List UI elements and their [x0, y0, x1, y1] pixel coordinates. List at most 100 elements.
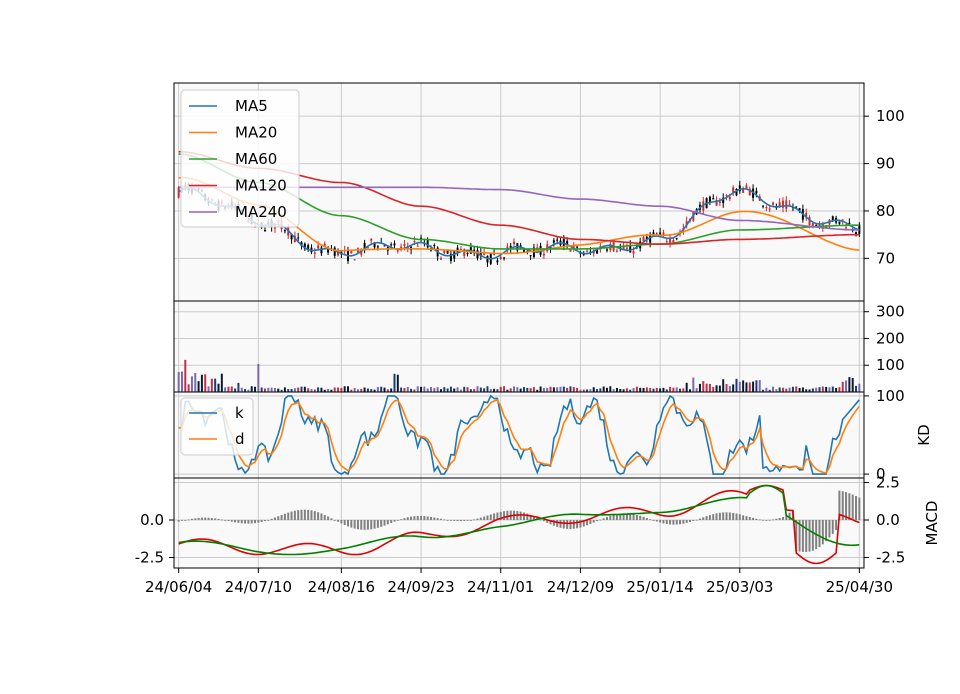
- macd-histogram-bar: [698, 518, 701, 520]
- candle-body: [805, 212, 808, 217]
- candle-body: [841, 219, 844, 221]
- volume-bar: [449, 386, 452, 392]
- candle-body: [765, 207, 768, 209]
- volume-bar: [459, 389, 462, 392]
- volume-bar: [496, 389, 499, 392]
- volume-bar: [310, 389, 313, 392]
- macd-histogram-bar: [831, 520, 834, 534]
- volume-bar: [602, 386, 605, 392]
- macd-histogram-bar: [566, 520, 569, 529]
- macd-histogram-bar: [795, 520, 798, 551]
- volume-bar: [825, 386, 828, 392]
- volume-bar: [376, 387, 379, 392]
- volume-bar: [798, 387, 801, 392]
- volume-bar: [562, 386, 565, 392]
- candle-body: [307, 245, 310, 249]
- macd-histogram-bar: [217, 518, 220, 520]
- macd-histogram-bar: [775, 518, 778, 520]
- macd-histogram-bar: [383, 520, 386, 526]
- macd-histogram-bar: [466, 520, 469, 521]
- macd-histogram-bar: [735, 513, 738, 520]
- macd-histogram-bar: [214, 518, 217, 520]
- candle-body: [576, 246, 579, 248]
- macd-histogram-bar: [353, 520, 356, 529]
- volume-bar: [808, 389, 811, 392]
- macd-histogram-bar: [197, 517, 200, 520]
- macd-histogram-bar: [453, 520, 456, 521]
- macd-histogram-bar: [337, 520, 340, 522]
- macd-histogram-bar: [456, 520, 459, 522]
- volume-bar: [605, 387, 608, 392]
- volume-bar: [420, 386, 423, 392]
- macd-histogram-bar: [801, 520, 804, 552]
- macd-histogram-bar: [562, 520, 565, 529]
- volume-bar: [715, 385, 718, 392]
- macd-histogram-bar: [542, 520, 545, 522]
- macd-histogram-bar: [609, 515, 612, 520]
- candle-body: [788, 204, 791, 206]
- candle-body: [496, 260, 499, 263]
- volume-ytick-label: 100: [876, 356, 905, 374]
- volume-bar: [413, 389, 416, 392]
- macd-histogram-bar: [313, 511, 316, 520]
- macd-histogram-bar: [526, 513, 529, 520]
- legend-label-ma20: MA20: [235, 124, 277, 142]
- volume-bar: [858, 383, 861, 392]
- volume-bar: [287, 389, 290, 392]
- macd-histogram-bar: [718, 512, 721, 520]
- volume-bar: [745, 382, 748, 392]
- volume-bar: [317, 387, 320, 392]
- volume-bar: [453, 388, 456, 392]
- candle-body: [848, 222, 851, 224]
- macd-histogram-bar: [596, 520, 599, 522]
- macd-histogram-bar: [625, 513, 628, 520]
- candle-body: [785, 200, 788, 209]
- macd-histogram-bar: [340, 520, 343, 524]
- candle-body: [549, 246, 552, 249]
- xtick-label: 24/11/01: [467, 578, 534, 596]
- candle-body: [629, 244, 632, 253]
- candle-body: [845, 227, 848, 229]
- candle-body: [393, 243, 396, 246]
- volume-bar: [373, 389, 376, 392]
- volume-bar: [214, 378, 217, 392]
- macd-histogram-bar: [765, 520, 768, 521]
- volume-bar: [313, 389, 316, 392]
- macd-histogram-bar: [589, 520, 592, 524]
- macd-histogram-bar: [257, 520, 260, 523]
- macd-histogram-bar: [479, 517, 482, 520]
- macd-ytick-label-left: 0.0: [140, 511, 164, 529]
- candle-body: [479, 251, 482, 257]
- legend-label-ma120: MA120: [235, 177, 287, 195]
- macd-ytick-label-left: -2.5: [135, 549, 164, 567]
- macd-histogram-bar: [805, 520, 808, 552]
- candle-body: [400, 246, 403, 249]
- macd-histogram-bar: [400, 519, 403, 520]
- macd-histogram-bar: [632, 514, 635, 520]
- volume-bar: [416, 386, 419, 392]
- volume-bar: [393, 373, 396, 392]
- candle-body: [586, 250, 589, 252]
- candle-body: [353, 259, 356, 261]
- volume-bar: [705, 383, 708, 392]
- candle-body: [443, 250, 446, 254]
- macd-histogram-bar: [695, 519, 698, 521]
- volume-bar: [828, 387, 831, 392]
- volume-bar: [851, 378, 854, 392]
- panel-volume-background: [174, 301, 864, 392]
- candle-body: [446, 250, 449, 254]
- macd-histogram-bar: [781, 517, 784, 520]
- volume-bar: [499, 386, 502, 392]
- volume-bar: [755, 380, 758, 392]
- macd-histogram-bar: [446, 520, 449, 521]
- candle-body: [659, 232, 662, 235]
- macd-histogram-bar: [366, 520, 369, 530]
- volume-bar: [848, 377, 851, 392]
- candle-body: [855, 232, 858, 235]
- macd-histogram-bar: [685, 520, 688, 523]
- volume-bar: [433, 387, 436, 392]
- volume-bar: [642, 387, 645, 392]
- macd-histogram-bar: [725, 512, 728, 520]
- macd-histogram-bar: [821, 520, 824, 545]
